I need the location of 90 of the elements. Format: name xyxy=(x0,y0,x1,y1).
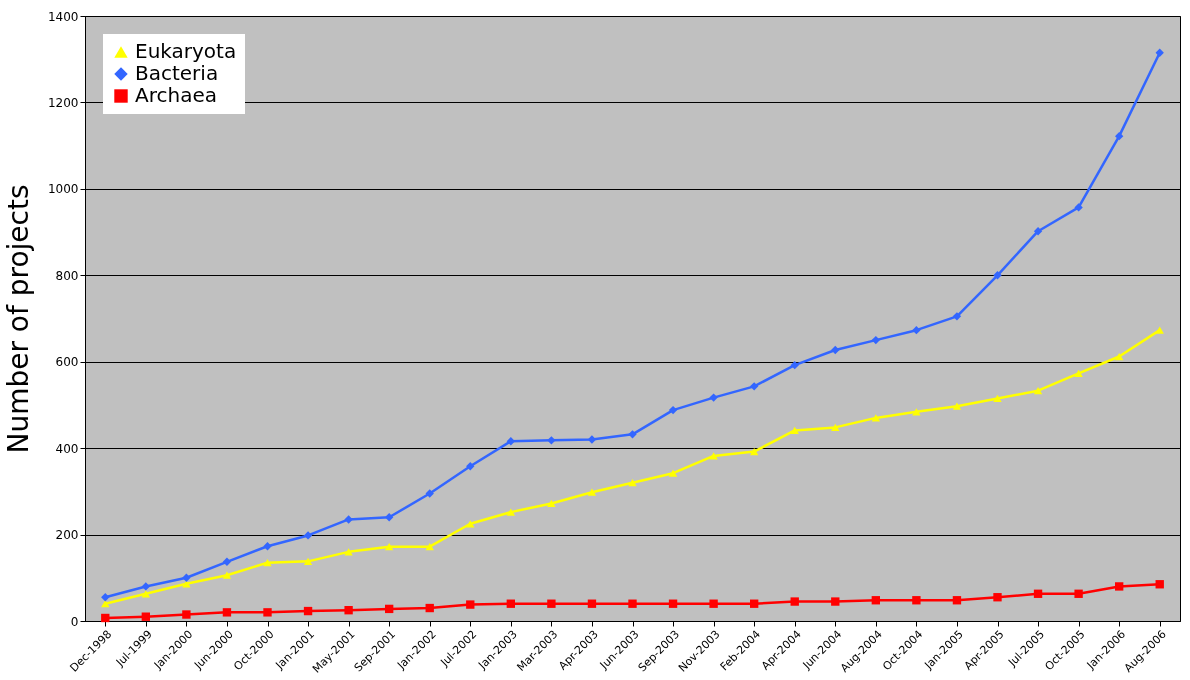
point xyxy=(1033,227,1043,236)
point xyxy=(1114,352,1124,361)
point xyxy=(141,612,151,621)
point xyxy=(1114,131,1124,141)
point xyxy=(790,426,799,435)
point xyxy=(222,557,232,566)
point xyxy=(831,423,840,432)
point xyxy=(668,599,678,608)
point xyxy=(384,543,394,551)
point xyxy=(182,573,191,582)
point xyxy=(425,489,434,498)
point xyxy=(466,520,475,528)
point xyxy=(831,597,840,606)
point xyxy=(466,600,475,609)
point xyxy=(384,604,394,614)
legend-label: Archaea xyxy=(135,83,217,107)
y-tick-label: 1200 xyxy=(47,95,79,110)
point xyxy=(912,408,921,416)
point xyxy=(101,613,110,623)
point xyxy=(749,382,759,391)
point xyxy=(263,542,272,551)
point xyxy=(303,606,313,616)
point xyxy=(952,402,962,410)
point xyxy=(547,499,556,508)
point xyxy=(831,345,840,355)
point xyxy=(384,513,394,522)
point xyxy=(263,608,272,617)
point xyxy=(1155,580,1164,589)
point xyxy=(547,599,556,608)
point xyxy=(425,543,434,551)
point xyxy=(1155,326,1164,334)
point xyxy=(466,462,475,471)
point xyxy=(912,325,921,335)
point xyxy=(952,596,962,605)
point xyxy=(628,599,637,608)
point xyxy=(749,447,759,456)
point xyxy=(182,610,191,619)
point xyxy=(1114,582,1124,591)
point xyxy=(952,312,962,321)
point xyxy=(101,600,110,608)
point xyxy=(993,394,1002,403)
legend-label: Bacteria xyxy=(135,61,219,85)
point xyxy=(141,590,151,598)
point xyxy=(101,593,110,602)
point xyxy=(628,430,637,439)
y-tick-label: 600 xyxy=(55,355,79,370)
point xyxy=(303,531,313,540)
point xyxy=(1155,48,1164,57)
point xyxy=(1033,387,1043,395)
point xyxy=(668,405,678,415)
point xyxy=(344,606,353,615)
y-axis-title: Number of projects xyxy=(1,184,35,454)
point xyxy=(303,557,313,565)
point xyxy=(1033,589,1043,598)
point xyxy=(547,436,556,445)
point xyxy=(790,360,799,370)
legend-label: Eukaryota xyxy=(135,39,237,63)
point xyxy=(709,599,718,608)
point xyxy=(587,488,597,496)
point xyxy=(587,435,597,444)
point xyxy=(871,596,881,605)
y-tick-label: 200 xyxy=(55,528,79,543)
point xyxy=(871,335,881,345)
point xyxy=(749,599,759,608)
point xyxy=(709,393,718,402)
point xyxy=(790,597,799,606)
point xyxy=(222,608,232,617)
point xyxy=(993,271,1002,280)
point xyxy=(628,479,637,487)
point xyxy=(141,582,151,591)
y-tick-label: 400 xyxy=(55,441,79,456)
point xyxy=(344,515,353,524)
point xyxy=(1074,203,1083,212)
point xyxy=(506,508,516,516)
point xyxy=(1074,369,1083,378)
y-tick-label: 800 xyxy=(55,268,79,283)
point xyxy=(709,452,718,460)
point xyxy=(912,596,921,605)
point xyxy=(425,603,434,613)
point xyxy=(993,593,1002,602)
y-tick-label: 0 xyxy=(70,614,79,629)
point xyxy=(587,599,597,608)
point xyxy=(263,559,272,567)
point xyxy=(668,469,678,477)
point xyxy=(222,571,232,579)
point xyxy=(871,414,881,422)
point xyxy=(1074,589,1083,598)
point xyxy=(506,599,516,608)
y-tick-label: 1400 xyxy=(47,9,79,24)
y-tick-label: 1000 xyxy=(47,182,79,197)
